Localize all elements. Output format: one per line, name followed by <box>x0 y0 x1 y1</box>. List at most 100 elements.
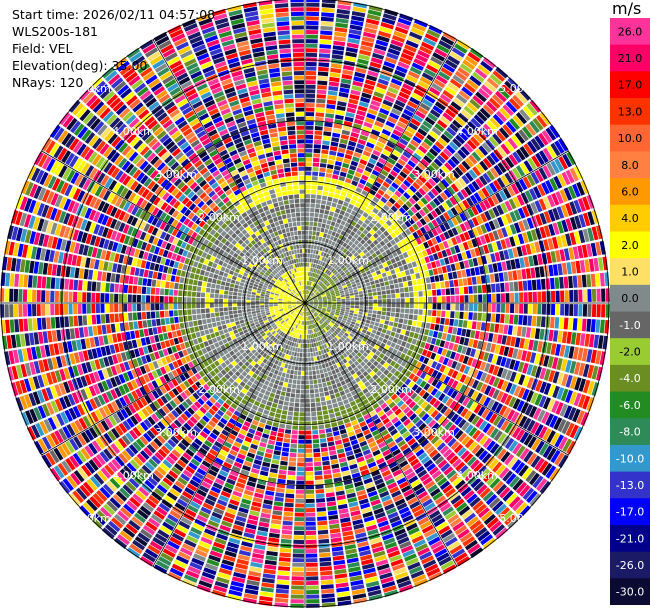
gate-cell <box>408 234 415 241</box>
gate-cell <box>400 329 406 335</box>
gate-cell <box>350 295 355 299</box>
gate-cell <box>461 174 470 185</box>
gate-cell <box>336 105 346 111</box>
gate-cell <box>351 283 357 288</box>
gate-cell <box>372 95 383 103</box>
gate-cell <box>519 431 530 444</box>
gate-cell <box>306 307 308 312</box>
gate-cell <box>344 269 349 274</box>
gate-cell <box>467 474 478 485</box>
gate-cell <box>487 243 494 253</box>
gate-cell <box>505 293 510 303</box>
gate-cell <box>313 298 318 301</box>
gate-cell <box>253 415 261 422</box>
gate-cell <box>273 505 283 511</box>
gate-cell <box>321 7 335 13</box>
gate-cell <box>366 113 376 120</box>
gate-cell <box>577 318 583 331</box>
gate-cell <box>300 385 305 389</box>
gate-cell <box>488 232 495 242</box>
gate-cell <box>329 235 335 241</box>
gate-cell <box>323 287 328 291</box>
gate-cell <box>433 400 441 409</box>
gate-cell <box>306 294 308 299</box>
gate-cell <box>379 490 390 498</box>
gate-cell <box>474 330 480 340</box>
gate-cell <box>424 168 433 177</box>
gate-cell <box>306 276 308 281</box>
gate-cell <box>559 249 566 262</box>
gate-cell <box>380 208 387 215</box>
gate-cell <box>486 170 496 181</box>
gate-cell <box>321 144 330 150</box>
gate-cell <box>316 374 321 379</box>
gate-cell <box>396 272 402 278</box>
gate-cell <box>541 291 547 303</box>
gate-cell <box>326 234 331 239</box>
gate-cell <box>443 376 451 385</box>
gate-cell <box>314 388 319 394</box>
gate-cell <box>333 477 343 483</box>
gate-cell <box>364 453 373 460</box>
gate-cell <box>548 370 556 383</box>
gate-cell <box>464 471 475 482</box>
gate-cell <box>504 437 515 450</box>
gate-cell <box>285 359 290 364</box>
gate-cell <box>291 571 304 576</box>
gate-cell <box>502 104 514 116</box>
gate-cell <box>325 113 335 119</box>
gate-cell <box>287 415 293 421</box>
gate-cell <box>382 223 389 230</box>
gate-cell <box>363 567 376 575</box>
gate-cell <box>343 60 356 67</box>
gate-cell <box>283 438 291 443</box>
gate-cell <box>312 288 316 292</box>
gate-cell <box>175 555 189 565</box>
gate-cell <box>313 318 316 323</box>
gate-cell <box>404 292 410 298</box>
gate-cell <box>403 281 408 287</box>
gate-cell <box>371 169 380 177</box>
gate-cell <box>383 474 393 482</box>
gate-cell <box>261 466 270 472</box>
gate-cell <box>460 188 469 198</box>
gate-cell <box>360 332 366 337</box>
gate-cell <box>397 323 403 329</box>
gate-cell <box>336 448 345 454</box>
gate-cell <box>486 154 496 166</box>
gate-cell <box>332 299 337 302</box>
gate-cell <box>553 417 563 431</box>
gate-cell <box>321 318 325 322</box>
gate-cell <box>305 467 314 472</box>
gate-cell <box>325 108 335 114</box>
gate-cell <box>167 571 182 582</box>
gate-cell <box>254 539 267 546</box>
gate-cell <box>364 22 379 30</box>
gate-cell <box>288 360 293 365</box>
gate-cell <box>336 282 341 287</box>
gate-cell <box>378 264 384 270</box>
gate-cell <box>390 331 396 337</box>
gate-cell <box>554 277 560 289</box>
gate-cell <box>516 349 523 360</box>
gate-cell <box>306 325 308 330</box>
gate-cell <box>350 237 356 243</box>
gate-cell <box>320 570 333 576</box>
gate-cell <box>460 109 472 120</box>
gate-cell <box>504 156 515 169</box>
gate-cell <box>427 406 436 415</box>
gate-cell <box>355 485 365 492</box>
gate-cell <box>577 245 584 259</box>
gate-cell <box>489 117 501 129</box>
gate-cell <box>308 311 311 316</box>
gate-cell <box>446 264 452 273</box>
gate-cell <box>312 375 317 380</box>
gate-cell <box>336 297 341 300</box>
gate-cell <box>412 181 421 190</box>
gate-cell <box>378 137 387 145</box>
gate-cell <box>266 366 272 372</box>
gate-cell <box>286 479 295 485</box>
gate-cell <box>350 300 355 303</box>
gate-cell <box>423 224 431 232</box>
gate-cell <box>299 412 305 417</box>
